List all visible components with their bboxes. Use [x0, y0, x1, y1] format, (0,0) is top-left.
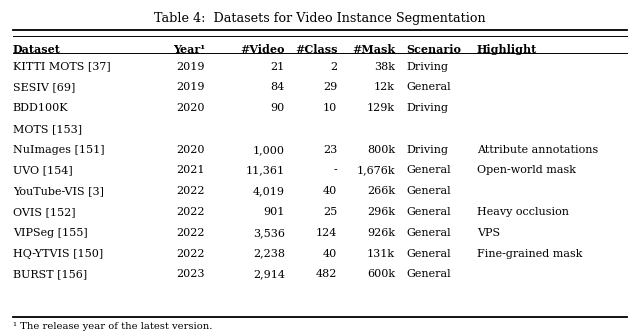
Text: 12k: 12k: [374, 82, 395, 92]
Text: General: General: [406, 207, 451, 217]
Text: 40: 40: [323, 186, 337, 196]
Text: General: General: [406, 249, 451, 259]
Text: 131k: 131k: [367, 249, 395, 259]
Text: 21: 21: [271, 62, 285, 72]
Text: Scenario: Scenario: [406, 44, 461, 55]
Text: 25: 25: [323, 207, 337, 217]
Text: 2022: 2022: [176, 207, 205, 217]
Text: Table 4:  Datasets for Video Instance Segmentation: Table 4: Datasets for Video Instance Seg…: [154, 12, 486, 25]
Text: General: General: [406, 165, 451, 176]
Text: 2023: 2023: [176, 269, 205, 279]
Text: 2,914: 2,914: [253, 269, 285, 279]
Text: Fine-grained mask: Fine-grained mask: [477, 249, 582, 259]
Text: 600k: 600k: [367, 269, 395, 279]
Text: General: General: [406, 269, 451, 279]
Text: #Class: #Class: [295, 44, 337, 55]
Text: VIPSeg [155]: VIPSeg [155]: [13, 228, 88, 238]
Text: Driving: Driving: [406, 103, 449, 113]
Text: Open-world mask: Open-world mask: [477, 165, 576, 176]
Text: Year¹: Year¹: [173, 44, 205, 55]
Text: 38k: 38k: [374, 62, 395, 72]
Text: 2020: 2020: [176, 145, 205, 155]
Text: 2,238: 2,238: [253, 249, 285, 259]
Text: 3,536: 3,536: [253, 228, 285, 238]
Text: 2019: 2019: [176, 62, 205, 72]
Text: NuImages [151]: NuImages [151]: [13, 145, 104, 155]
Text: General: General: [406, 82, 451, 92]
Text: 2019: 2019: [176, 82, 205, 92]
Text: 296k: 296k: [367, 207, 395, 217]
Text: Dataset: Dataset: [13, 44, 61, 55]
Text: 90: 90: [271, 103, 285, 113]
Text: 40: 40: [323, 249, 337, 259]
Text: 84: 84: [271, 82, 285, 92]
Text: BURST [156]: BURST [156]: [13, 269, 87, 279]
Text: 29: 29: [323, 82, 337, 92]
Text: YouTube-VIS [3]: YouTube-VIS [3]: [13, 186, 104, 196]
Text: #Mask: #Mask: [352, 44, 395, 55]
Text: BDD100K: BDD100K: [13, 103, 68, 113]
Text: 129k: 129k: [367, 103, 395, 113]
Text: Attribute annotations: Attribute annotations: [477, 145, 598, 155]
Text: MOTS [153]: MOTS [153]: [13, 124, 82, 134]
Text: Driving: Driving: [406, 145, 449, 155]
Text: 11,361: 11,361: [246, 165, 285, 176]
Text: UVO [154]: UVO [154]: [13, 165, 72, 176]
Text: Heavy occlusion: Heavy occlusion: [477, 207, 569, 217]
Text: Highlight: Highlight: [477, 44, 537, 55]
Text: 23: 23: [323, 145, 337, 155]
Text: General: General: [406, 186, 451, 196]
Text: 2020: 2020: [176, 103, 205, 113]
Text: 926k: 926k: [367, 228, 395, 238]
Text: ¹ The release year of the latest version.: ¹ The release year of the latest version…: [13, 322, 212, 331]
Text: 901: 901: [264, 207, 285, 217]
Text: 482: 482: [316, 269, 337, 279]
Text: SESIV [69]: SESIV [69]: [13, 82, 75, 92]
Text: #Video: #Video: [240, 44, 285, 55]
Text: 266k: 266k: [367, 186, 395, 196]
Text: 2022: 2022: [176, 186, 205, 196]
Text: 1,676k: 1,676k: [356, 165, 395, 176]
Text: 2021: 2021: [176, 165, 205, 176]
Text: 4,019: 4,019: [253, 186, 285, 196]
Text: 2: 2: [330, 62, 337, 72]
Text: 1,000: 1,000: [253, 145, 285, 155]
Text: -: -: [333, 165, 337, 176]
Text: 800k: 800k: [367, 145, 395, 155]
Text: KITTI MOTS [37]: KITTI MOTS [37]: [13, 62, 111, 72]
Text: Driving: Driving: [406, 62, 449, 72]
Text: 124: 124: [316, 228, 337, 238]
Text: HQ-YTVIS [150]: HQ-YTVIS [150]: [13, 249, 103, 259]
Text: General: General: [406, 228, 451, 238]
Text: OVIS [152]: OVIS [152]: [13, 207, 76, 217]
Text: VPS: VPS: [477, 228, 500, 238]
Text: 10: 10: [323, 103, 337, 113]
Text: 2022: 2022: [176, 228, 205, 238]
Text: 2022: 2022: [176, 249, 205, 259]
